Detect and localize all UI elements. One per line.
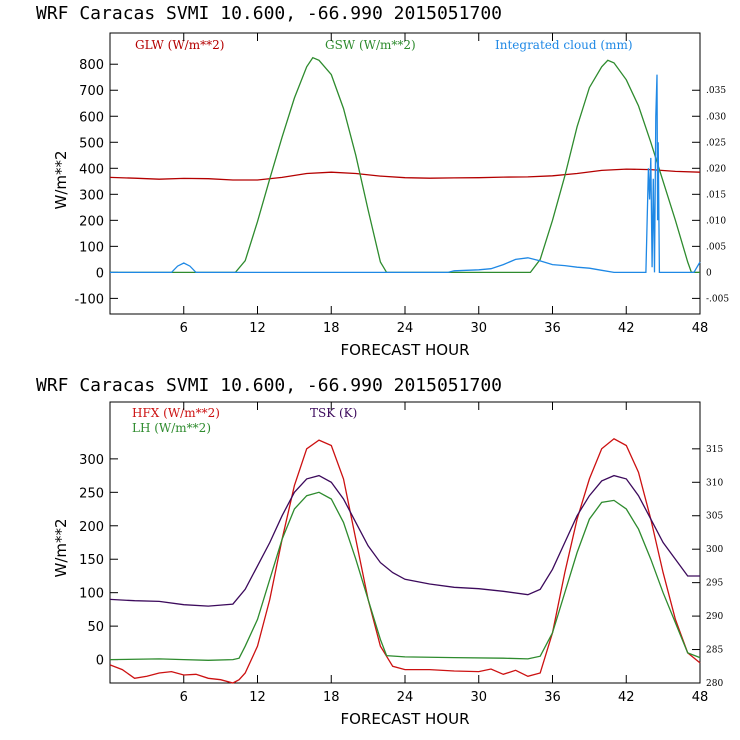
top-series	[109, 56, 701, 274]
bottom-x-axis-label: FORECAST HOUR	[340, 710, 469, 728]
bottom-y2-tick-label: 315	[706, 445, 723, 455]
bottom-y-tick-label: 200	[79, 520, 104, 535]
top-y2-tick-label: .015	[706, 190, 726, 200]
bottom-x-tick-label: 30	[470, 690, 487, 705]
top-y-tick-label: 700	[79, 84, 104, 99]
top-ticks: 6 12 18 24 30 36 42 48 -100 0 100 200 300 400 500 600 70…	[74, 33, 729, 336]
bottom-x-tick-label: 36	[544, 690, 561, 705]
bottom-x-tick-label: 12	[249, 690, 266, 705]
bottom-plot-frame	[109, 401, 701, 684]
bottom-y2-tick-label: 285	[706, 646, 723, 656]
bottom-y2-tick-label: 290	[706, 612, 723, 622]
top-y-tick-label: 100	[79, 240, 104, 255]
legend-glw: GLW (W/m**2)	[135, 38, 224, 52]
top-y2-tick-label: 0	[706, 268, 712, 278]
top-x-axis-label: FORECAST HOUR	[340, 341, 469, 359]
top-x-tick-label: 48	[692, 321, 709, 336]
series-line-glw	[109, 168, 701, 181]
legend-lh: LH (W/m**2)	[132, 421, 211, 435]
bottom-y-tick-label: 100	[79, 587, 104, 602]
bottom-x-tick-label: 6	[180, 690, 188, 705]
top-y2-tick-label: .025	[706, 138, 726, 148]
bottom-y-tick-label: 250	[79, 486, 104, 501]
bottom-chart: WRF Caracas SVMI 10.600, -66.990 2015051…	[36, 375, 723, 728]
bottom-y2-tick-label: 305	[706, 512, 723, 522]
top-x-tick-label: 30	[470, 321, 487, 336]
top-x-tick-label: 24	[397, 321, 414, 336]
bottom-y-axis-label: W/m**2	[52, 518, 70, 577]
top-x-tick-label: 18	[323, 321, 340, 336]
top-y2-tick-label: -.005	[706, 294, 729, 304]
bottom-y2-tick-label: 310	[706, 478, 723, 488]
series-line-lh	[109, 491, 701, 661]
bottom-x-tick-label: 18	[323, 690, 340, 705]
bottom-y-tick-label: 300	[79, 453, 104, 468]
legend-gsw: GSW (W/m**2)	[325, 38, 416, 52]
top-y-tick-label: 800	[79, 58, 104, 73]
top-y-tick-label: 0	[96, 266, 104, 281]
bottom-y2-tick-label: 295	[706, 579, 723, 589]
legend-tsk: TSK (K)	[310, 406, 357, 420]
top-x-tick-label: 42	[618, 321, 635, 336]
top-y-tick-label: 400	[79, 162, 104, 177]
series-line-gsw	[110, 56, 700, 274]
top-chart-title: WRF Caracas SVMI 10.600, -66.990 2015051…	[36, 3, 502, 24]
top-y-tick-label: 500	[79, 136, 104, 151]
top-chart: WRF Caracas SVMI 10.600, -66.990 2015051…	[36, 3, 729, 359]
top-x-tick-label: 6	[180, 321, 188, 336]
bottom-y-tick-label: 150	[79, 553, 104, 568]
top-y-tick-label: 600	[79, 110, 104, 125]
top-y-tick-label: -100	[74, 292, 104, 307]
top-y2-tick-label: .010	[706, 216, 726, 226]
bottom-x-tick-label: 42	[618, 690, 635, 705]
bottom-y-tick-label: 50	[87, 620, 104, 635]
legend-cloud: Integrated cloud (mm)	[495, 38, 633, 52]
top-y-axis-label: W/m**2	[52, 150, 70, 209]
bottom-ticks: 6 12 18 24 30 36 42 48 0 50 100 150 200 250 300 280 285 2…	[79, 402, 723, 705]
bottom-x-tick-label: 24	[397, 690, 414, 705]
top-y2-tick-label: .020	[706, 164, 726, 174]
top-x-tick-label: 12	[249, 321, 266, 336]
bottom-y2-tick-label: 300	[706, 545, 723, 555]
bottom-x-tick-label: 48	[692, 690, 709, 705]
top-y2-tick-label: .005	[706, 242, 726, 252]
series-line-integrated	[110, 74, 701, 274]
top-y-tick-label: 200	[79, 214, 104, 229]
top-x-tick-label: 36	[544, 321, 561, 336]
top-y-tick-label: 300	[79, 188, 104, 203]
bottom-y-tick-label: 0	[96, 654, 104, 669]
bottom-chart-title: WRF Caracas SVMI 10.600, -66.990 2015051…	[36, 375, 502, 396]
top-y2-tick-label: .030	[706, 112, 726, 122]
legend-hfx: HFX (W/m**2)	[132, 406, 220, 420]
bottom-y2-tick-label: 280	[706, 679, 723, 689]
bottom-series	[109, 438, 701, 684]
top-y2-tick-label: .035	[706, 86, 726, 96]
series-line-tsk	[109, 474, 700, 607]
series-line-hfx	[109, 438, 701, 684]
